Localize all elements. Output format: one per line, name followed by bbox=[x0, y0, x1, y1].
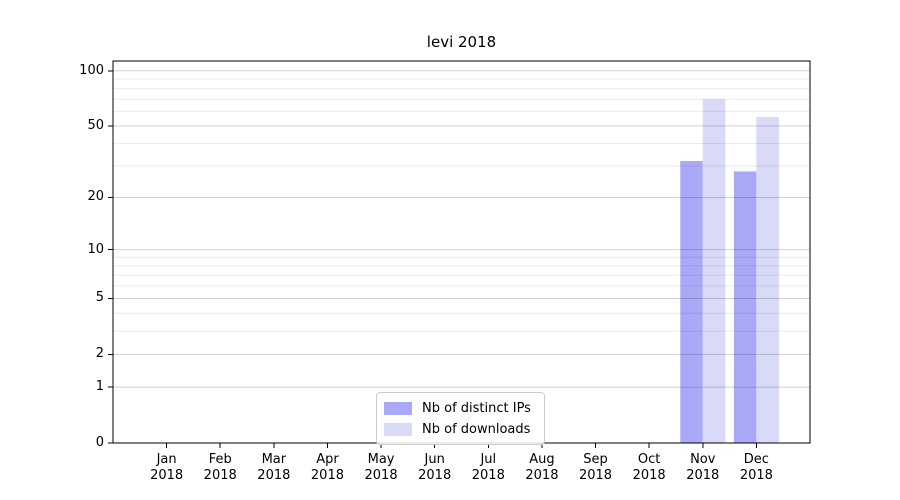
bar-nb-of-distinct-ips-nov bbox=[680, 160, 703, 443]
legend-item-distinct-ips: Nb of distinct IPs bbox=[384, 398, 531, 418]
x-tick-label: Mar 2018 bbox=[257, 452, 291, 483]
y-tick-label: 20 bbox=[87, 189, 104, 205]
legend-label-distinct-ips: Nb of distinct IPs bbox=[422, 400, 531, 416]
legend-swatch-downloads bbox=[384, 422, 412, 436]
x-tick-label: Jul 2018 bbox=[471, 452, 505, 483]
x-tick-label: Jun 2018 bbox=[418, 452, 452, 483]
x-tick-label: Dec 2018 bbox=[739, 452, 773, 483]
x-tick-label: Apr 2018 bbox=[310, 452, 344, 483]
y-tick-label: 1 bbox=[95, 379, 104, 395]
x-tick-label: Jan 2018 bbox=[150, 452, 184, 483]
bar-nb-of-downloads-nov bbox=[702, 99, 726, 443]
x-tick-label: Aug 2018 bbox=[525, 452, 559, 483]
bar-nb-of-distinct-ips-dec bbox=[733, 171, 757, 443]
y-tick-label: 50 bbox=[87, 117, 104, 133]
x-tick-label: Feb 2018 bbox=[203, 452, 237, 483]
chart-title: levi 2018 bbox=[426, 33, 497, 51]
x-tick-label: Oct 2018 bbox=[632, 452, 666, 483]
legend: Nb of distinct IPs Nb of downloads bbox=[376, 392, 545, 445]
legend-label-downloads: Nb of downloads bbox=[422, 421, 531, 437]
legend-item-downloads: Nb of downloads bbox=[384, 419, 531, 439]
x-tick-label: May 2018 bbox=[364, 452, 398, 483]
y-tick-label: 0 bbox=[95, 435, 104, 450]
y-tick-label: 100 bbox=[79, 62, 104, 78]
y-tick-label: 10 bbox=[87, 241, 104, 257]
bar-nb-of-downloads-dec bbox=[756, 116, 779, 443]
x-tick-label: Sep 2018 bbox=[578, 452, 613, 483]
y-tick-label: 5 bbox=[95, 290, 104, 306]
y-tick-label: 2 bbox=[95, 346, 104, 362]
legend-swatch-distinct-ips bbox=[384, 401, 412, 415]
x-tick-label: Nov 2018 bbox=[686, 452, 720, 483]
